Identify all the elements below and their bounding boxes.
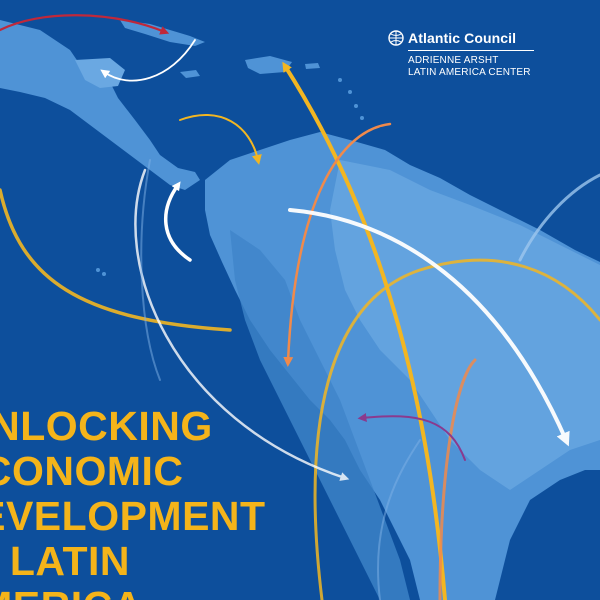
globe-icon [388,30,404,46]
logo-subtitle-line2: LATIN AMERICA CENTER [408,67,531,78]
purple-flow-arrow [357,413,466,461]
caribbean-islet [360,116,364,120]
puerto-rico-island [305,63,320,69]
white-up-arrow [164,181,192,262]
faint-flow-arc [377,439,421,600]
yellow-flow-arrow [282,61,447,600]
white-flow-arc [134,168,350,481]
faint-flow-arc [140,159,161,381]
galapagos-islet [102,272,106,276]
galapagos-islet [96,268,100,272]
landmass-group [0,20,600,600]
lightblue-flow-arc [518,173,600,262]
yucatan-landmass [75,58,125,88]
headline-line-3: DEVELOPMENT [0,493,266,539]
cuba-island [120,20,205,46]
white-flow-arrow [288,208,570,447]
logo-name: Atlantic Council [408,30,517,46]
logo-divider [408,50,534,51]
yellow-small-arrow [179,114,262,165]
central-america-landmass [0,20,200,190]
white-small-arrow [100,39,196,82]
headline-line-1: UNLOCKING [0,403,213,449]
orange-flow-arrow [283,122,392,367]
red-flow-arrow [0,14,170,35]
headline: UNLOCKING ECONOMIC DEVELOPMENT IN LATIN … [0,404,266,600]
headline-line-4: IN LATIN [0,538,131,584]
headline-line-2: ECONOMIC [0,448,184,494]
orange-flow-arc [438,358,477,600]
logo-subtitle-line1: ADRIENNE ARSHT [408,55,499,66]
jamaica-island [180,70,200,78]
headline-line-5: AMERICA [0,584,266,600]
logo-row: Atlantic Council [388,30,548,46]
caribbean-islet [348,90,352,94]
trade-flow-arrows [0,14,600,600]
yellow-flow-arc [0,188,232,332]
hispaniola-island [245,56,292,74]
caribbean-islet [338,78,342,82]
atlantic-council-logo: Atlantic Council ADRIENNE ARSHT LATIN AM… [388,30,548,79]
caribbean-islet [354,104,358,108]
